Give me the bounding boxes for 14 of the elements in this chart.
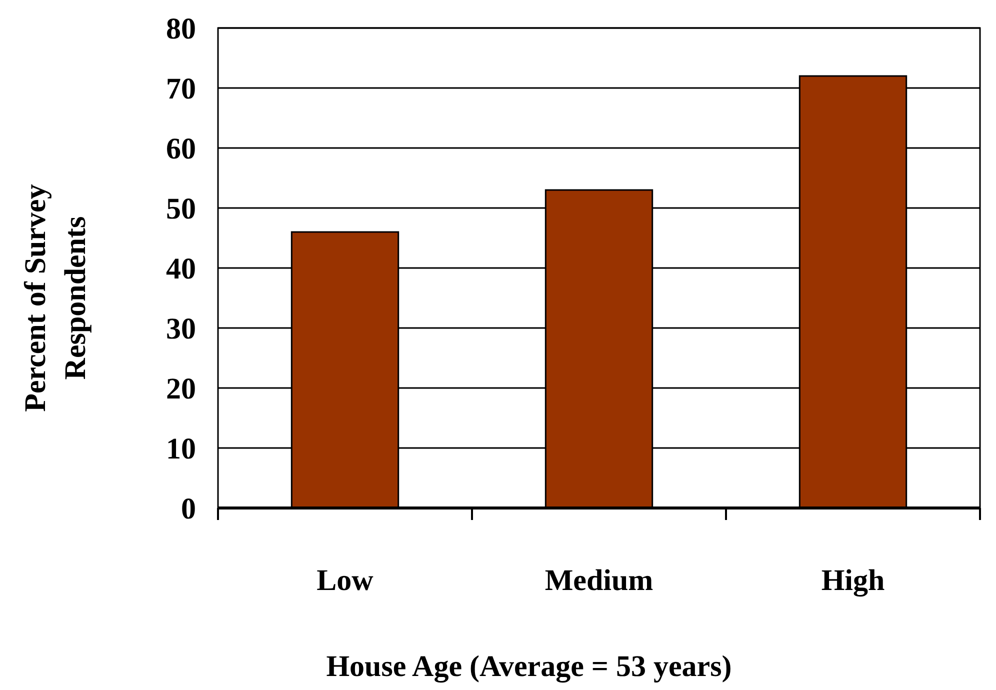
y-tick-label: 20 [166,372,196,406]
x-tick-label: Medium [544,564,654,597]
y-tick-label: 10 [166,432,196,466]
y-tick-label: 0 [181,492,196,526]
x-tick-label: High [821,564,885,597]
y-tick-label: 30 [166,312,196,346]
x-axis-title: House Age (Average = 53 years) [326,650,732,683]
x-tick-label: Low [316,564,374,597]
y-tick-label: 80 [166,12,196,46]
y-tick-label: 70 [166,72,196,106]
y-tick-label: 60 [166,132,196,166]
y-tick-label: 50 [166,192,196,226]
y-axis-title: Percent of Survey Respondents [19,184,92,412]
y-tick-label: 40 [166,252,196,286]
